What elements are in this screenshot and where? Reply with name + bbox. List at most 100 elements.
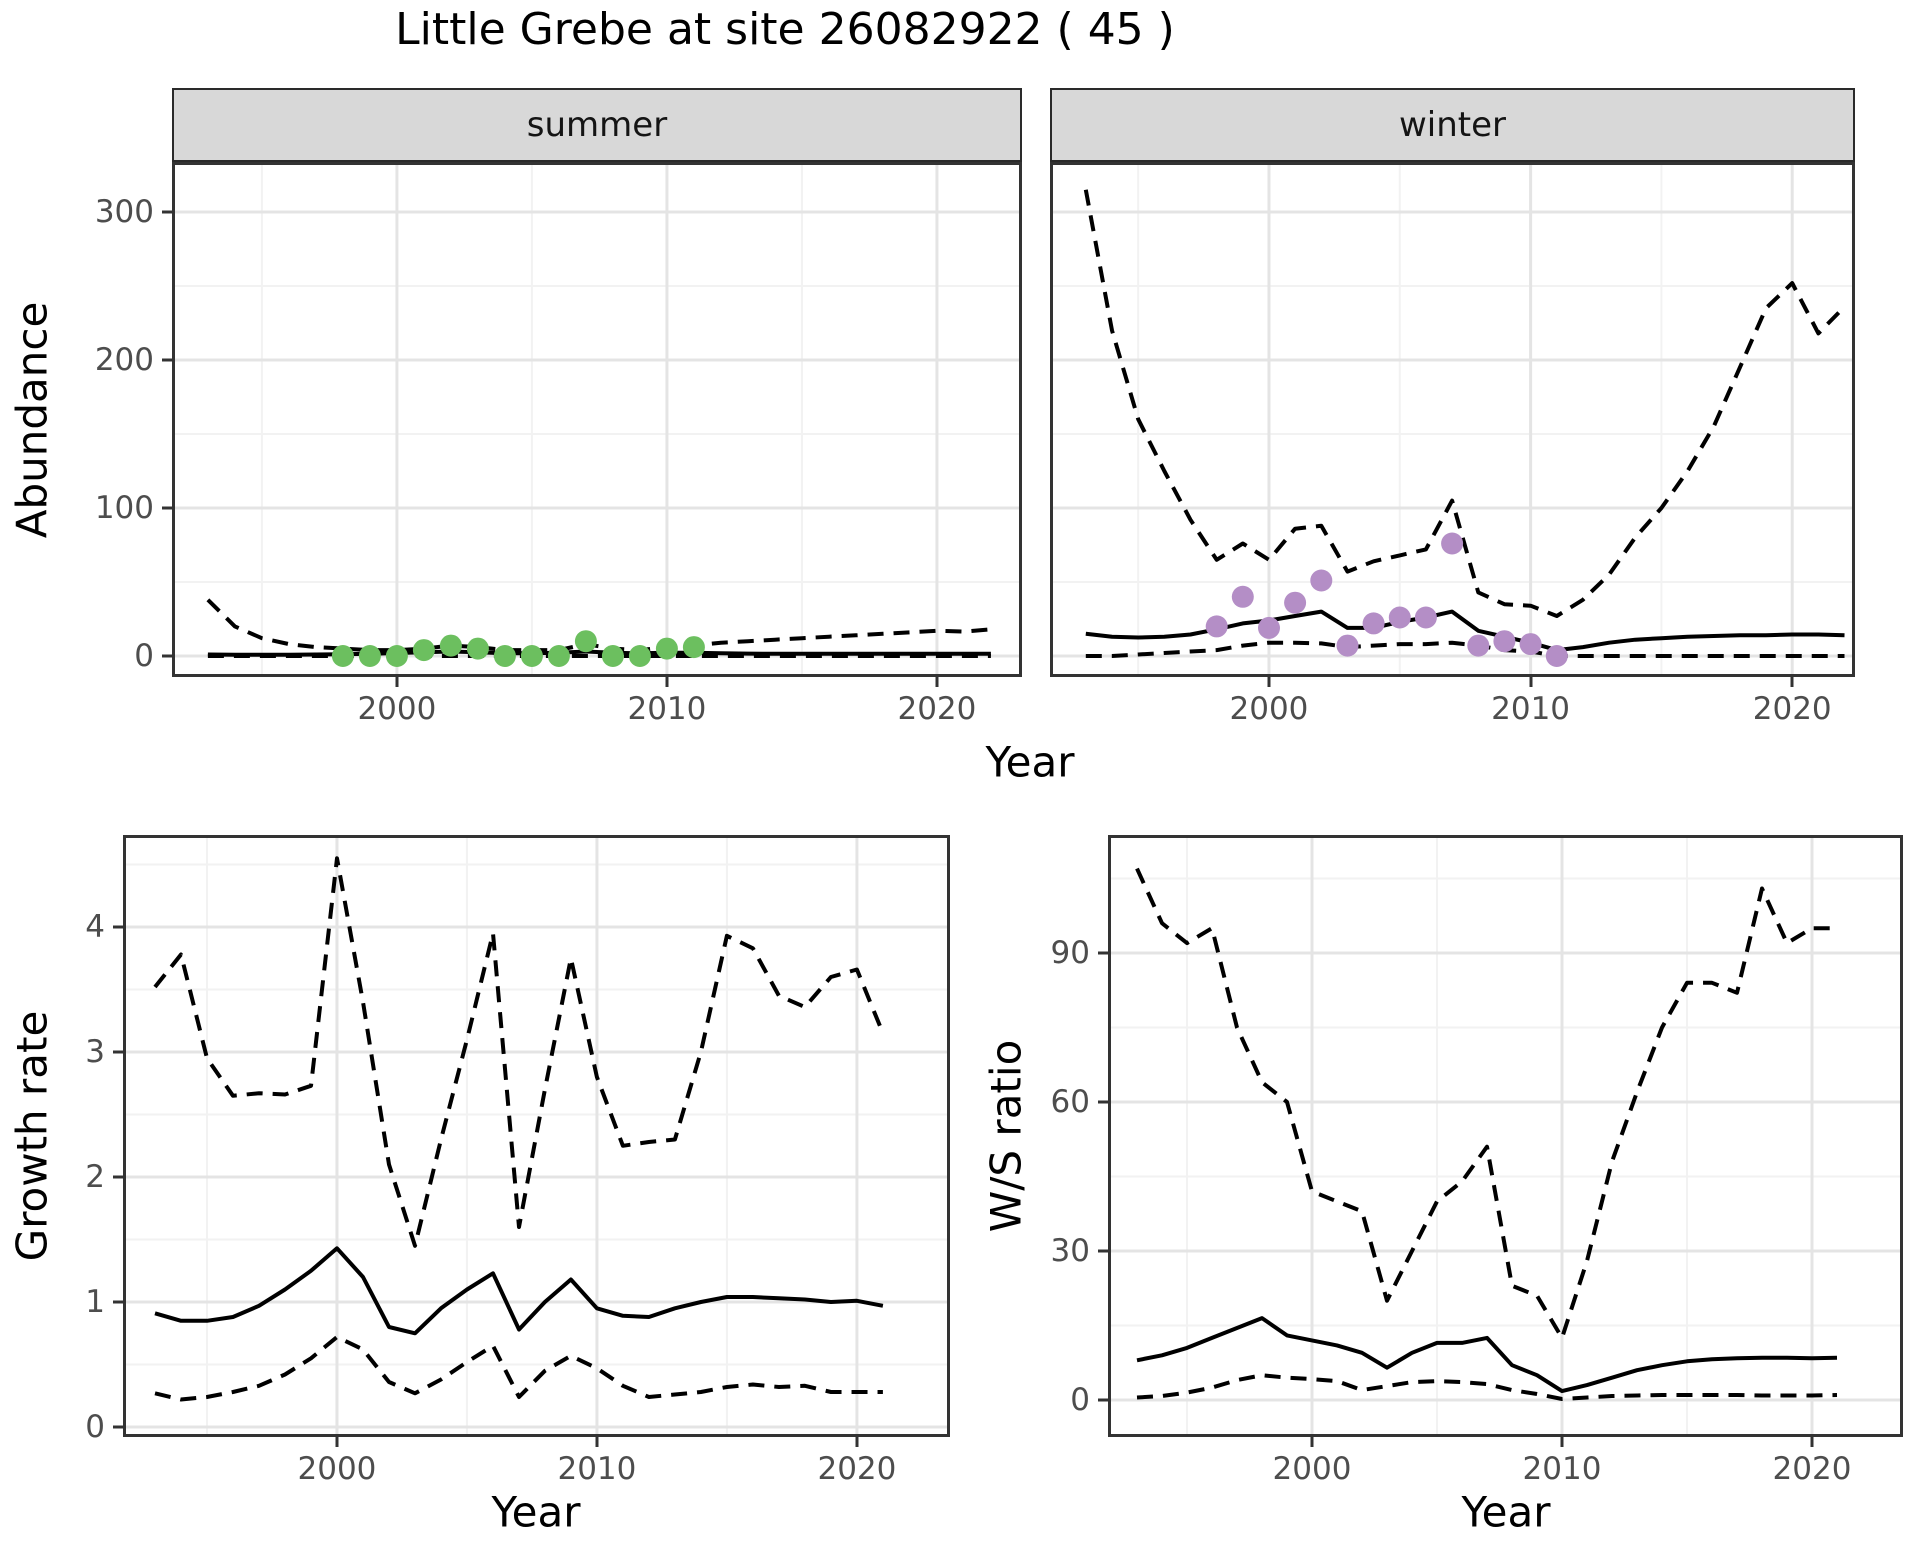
y-tick-label: 90 <box>1050 935 1090 972</box>
panel-border <box>123 835 950 1437</box>
x-tick-label: 2020 <box>897 691 977 727</box>
facet-strip-summer: summer <box>172 88 1022 162</box>
y-tick-label: 0 <box>1070 1382 1090 1418</box>
y-axis-tick <box>162 654 172 658</box>
y-tick-label: 0 <box>134 637 154 674</box>
y-axis-tick <box>162 358 172 362</box>
x-tick-label: 2010 <box>1491 691 1571 727</box>
facet-strip-winter: winter <box>1050 88 1855 162</box>
growth-fitted-line <box>154 1246 884 1336</box>
x-tick-label: 2000 <box>1229 691 1309 727</box>
y-axis-tick <box>1098 1249 1108 1253</box>
winter-observed-point <box>1205 615 1228 638</box>
growth-upper_ci-line <box>153 856 885 1248</box>
winter-observed-point <box>1467 634 1490 657</box>
y-axis-title-ws-ratio: W/S ratio <box>981 1039 1031 1233</box>
winter-observed-point <box>1519 633 1542 656</box>
panel-growth-rate <box>123 835 950 1437</box>
summer-observed-point <box>493 645 516 667</box>
panel-winter-abundance <box>1050 162 1855 677</box>
summer-observed-point <box>655 637 678 660</box>
panel-border <box>1108 835 1903 1437</box>
summer-upper_ci-line <box>206 598 992 653</box>
summer-observed-point <box>520 645 543 667</box>
y-tick-label: 2 <box>85 1159 105 1195</box>
winter-fitted-line <box>1085 609 1845 653</box>
y-axis-tick <box>113 925 123 929</box>
y-tick-label: 100 <box>94 489 154 526</box>
winter-observed-point <box>1258 616 1280 639</box>
y-tick-label: 0 <box>85 1409 105 1445</box>
x-axis-tick <box>1529 677 1533 687</box>
x-axis-tick <box>1267 677 1271 687</box>
summer-observed-point <box>547 645 570 667</box>
y-axis-tick <box>1098 1398 1108 1402</box>
growth-lower_ci-line <box>154 1335 883 1402</box>
summer-observed-point <box>628 645 651 667</box>
y-tick-label: 1 <box>85 1284 105 1320</box>
x-tick-label: 2020 <box>817 1451 897 1487</box>
winter-observed-point <box>1336 634 1359 657</box>
x-tick-label: 2010 <box>627 691 707 727</box>
y-tick-label: 30 <box>1050 1233 1090 1270</box>
summer-observed-point <box>385 645 408 667</box>
y-tick-label: 200 <box>94 342 154 378</box>
ws-upper_ci-line <box>1135 867 1837 1340</box>
summer-observed-point <box>574 630 597 653</box>
x-axis-tick <box>595 1437 599 1447</box>
summer-observed-point <box>682 636 705 659</box>
y-axis-tick <box>113 1425 123 1429</box>
winter-upper_ci-line <box>1083 189 1846 618</box>
x-axis-title-year-top: Year <box>985 737 1075 787</box>
x-tick-label: 2010 <box>1522 1451 1602 1487</box>
x-axis-tick <box>1560 1437 1564 1447</box>
x-axis-tick <box>335 1437 339 1447</box>
y-axis-tick <box>162 506 172 510</box>
panel-ws-ratio <box>1108 835 1903 1437</box>
winter-observed-point <box>1231 585 1254 608</box>
y-axis-tick <box>162 210 172 214</box>
winter-observed-point <box>1284 591 1307 614</box>
ws-fitted-line <box>1136 1316 1838 1394</box>
x-axis-tick <box>935 677 939 687</box>
summer-observed-point <box>466 637 489 660</box>
x-axis-tick <box>1790 677 1794 687</box>
y-axis-title-growth-rate: Growth rate <box>7 1010 57 1262</box>
winter-observed-point <box>1310 569 1333 592</box>
winter-observed-point <box>1545 645 1568 667</box>
winter-observed-point <box>1441 532 1464 555</box>
growth-rate-chart <box>123 835 950 1437</box>
x-tick-label: 2000 <box>297 1451 377 1487</box>
x-axis-tick <box>395 677 399 687</box>
summer-abundance-chart <box>172 162 1022 677</box>
x-axis-tick <box>1310 1437 1314 1447</box>
y-tick-label: 3 <box>85 1034 105 1070</box>
panel-border <box>172 162 1022 677</box>
y-axis-title-abundance: Abundance <box>7 301 57 539</box>
x-axis-title-year-bottom-left: Year <box>491 1487 581 1537</box>
x-axis-tick <box>1810 1437 1814 1447</box>
y-axis-tick <box>1098 1100 1108 1104</box>
x-axis-title-year-bottom-right: Year <box>1461 1487 1551 1537</box>
y-axis-tick <box>1098 951 1108 955</box>
panel-summer-abundance <box>172 162 1022 677</box>
x-axis-tick <box>665 677 669 687</box>
x-tick-label: 2010 <box>557 1451 637 1487</box>
panel-border <box>1050 162 1855 677</box>
summer-observed-point <box>601 645 624 667</box>
facet-label-winter: winter <box>1398 105 1507 145</box>
facet-label-summer: summer <box>526 105 668 145</box>
winter-abundance-chart <box>1050 162 1855 677</box>
x-tick-label: 2000 <box>357 691 437 727</box>
y-tick-label: 60 <box>1050 1084 1090 1121</box>
plot-title: Little Grebe at site 26082922 ( 45 ) <box>395 4 1175 55</box>
x-axis-tick <box>855 1437 859 1447</box>
winter-lower_ci-line <box>1085 640 1845 658</box>
y-axis-tick <box>113 1300 123 1304</box>
winter-observed-point <box>1493 630 1516 653</box>
summer-observed-point <box>412 639 435 662</box>
ws-lower_ci-line <box>1136 1373 1838 1401</box>
summer-observed-point <box>439 634 462 657</box>
winter-observed-point <box>1388 606 1411 629</box>
